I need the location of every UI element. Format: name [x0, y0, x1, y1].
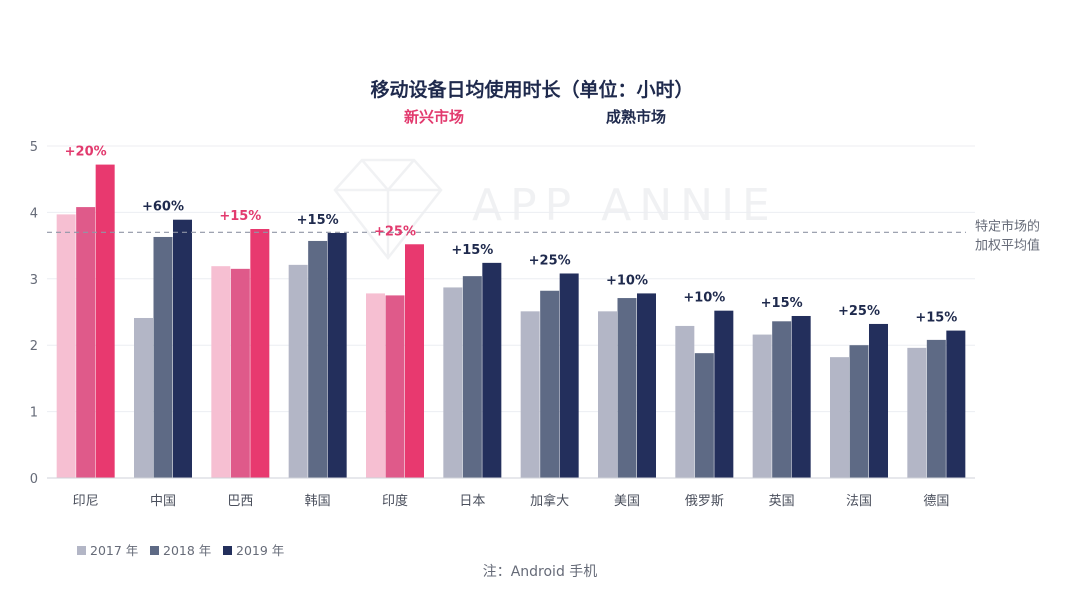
- reference-line: 特定市场的 加权平均值: [47, 218, 1040, 253]
- legend-label: 2019 年: [236, 543, 284, 558]
- bar-法国-2018年: [849, 345, 869, 478]
- bar-韩国-2017年: [288, 264, 308, 478]
- x-tick-label: 日本: [459, 494, 485, 509]
- reference-label-line-1: 特定市场的: [975, 218, 1040, 234]
- bar-法国-2019年: [869, 323, 888, 478]
- x-tick-label: 中国: [150, 494, 176, 509]
- growth-label: +25%: [529, 253, 571, 268]
- diamond-logo-icon: [333, 158, 443, 261]
- x-tick-label: 德国: [923, 494, 949, 509]
- growth-label: +15%: [915, 311, 957, 326]
- y-tick-label: 4: [30, 206, 38, 221]
- bar-美国-2018年: [617, 298, 637, 478]
- bar-中国-2017年: [134, 317, 153, 478]
- legend-label: 2018 年: [163, 543, 211, 558]
- bar-德国-2019年: [946, 330, 966, 478]
- bar-美国-2019年: [637, 293, 656, 478]
- x-tick-label: 俄罗斯: [685, 494, 724, 509]
- bar-巴西-2017年: [211, 266, 231, 478]
- x-tick-label: 英国: [769, 494, 795, 509]
- group-label-emerging: 新兴市场: [404, 108, 464, 126]
- bar-加拿大-2018年: [540, 290, 560, 478]
- legend-swatch: [77, 546, 86, 555]
- bar-巴西-2018年: [230, 268, 250, 478]
- bar-德国-2017年: [907, 347, 927, 478]
- y-tick-label: 1: [30, 406, 38, 421]
- bar-俄罗斯-2019年: [714, 310, 734, 478]
- y-tick-label: 3: [30, 273, 38, 288]
- bar-印尼-2018年: [76, 207, 96, 478]
- growth-label: +25%: [374, 224, 416, 239]
- watermark: APP ANNIE: [333, 158, 778, 261]
- x-tick-label: 印尼: [73, 494, 99, 509]
- bar-印度-2018年: [385, 295, 405, 478]
- bar-印尼-2017年: [56, 214, 76, 478]
- bar-印尼-2019年: [95, 164, 115, 479]
- bar-美国-2017年: [598, 311, 617, 478]
- growth-label: +60%: [142, 200, 184, 215]
- bar-日本-2019年: [482, 262, 502, 478]
- y-axis-ticks: 0 1 2 3 4 5: [30, 140, 38, 487]
- bar-俄罗斯-2018年: [694, 353, 714, 478]
- x-tick-label: 印度: [382, 493, 408, 509]
- bar-印度-2017年: [366, 293, 385, 478]
- bar-巴西-2019年: [250, 229, 270, 478]
- bar-加拿大-2017年: [520, 311, 540, 478]
- x-tick-label: 韩国: [305, 494, 331, 509]
- legend-swatch: [223, 546, 232, 555]
- bar-日本-2018年: [462, 276, 482, 478]
- y-tick-label: 2: [30, 339, 38, 354]
- bar-英国-2019年: [791, 315, 811, 478]
- growth-label: +15%: [297, 213, 339, 228]
- chart-note: 注：Android 手机: [483, 564, 598, 580]
- watermark-text: APP ANNIE: [472, 180, 778, 231]
- growth-label: +20%: [65, 145, 107, 160]
- legend-label: 2017 年: [90, 543, 138, 558]
- x-tick-label: 法国: [846, 494, 872, 509]
- x-tick-label: 巴西: [227, 494, 253, 509]
- growth-label: +25%: [838, 304, 880, 319]
- bar-俄罗斯-2017年: [675, 325, 695, 478]
- group-label-mature: 成熟市场: [606, 108, 666, 126]
- bar-中国-2018年: [153, 236, 173, 478]
- bar-法国-2017年: [830, 357, 849, 478]
- bar-英国-2018年: [772, 321, 792, 478]
- bar-德国-2018年: [926, 339, 946, 478]
- y-tick-label: 0: [30, 472, 38, 487]
- bars: [56, 164, 966, 479]
- bar-印度-2019年: [405, 244, 424, 478]
- growth-label: +15%: [219, 209, 261, 224]
- growth-labels: +20% +60% +15% +15% +25% +15% +25% +10% +10% +15%…: [65, 145, 958, 326]
- grid: [47, 145, 975, 413]
- y-tick-label: 5: [30, 140, 38, 155]
- legend-swatch: [150, 546, 159, 555]
- growth-label: +10%: [683, 291, 725, 306]
- bar-韩国-2018年: [308, 240, 328, 478]
- legend: 2017 年 2018 年 2019 年: [77, 543, 284, 558]
- reference-label-line-2: 加权平均值: [975, 237, 1040, 253]
- growth-label: +15%: [451, 243, 493, 258]
- bar-日本-2017年: [443, 287, 463, 478]
- growth-label: +15%: [761, 296, 803, 311]
- x-axis-labels: 印尼 中国 巴西 韩国 印度 日本 加拿大 美国 俄罗斯 英国 法国 德国: [73, 493, 950, 509]
- bar-加拿大-2019年: [559, 273, 579, 478]
- bar-英国-2017年: [752, 334, 772, 478]
- bar-韩国-2019年: [327, 232, 347, 478]
- x-tick-label: 加拿大: [530, 493, 569, 509]
- x-tick-label: 美国: [614, 494, 640, 509]
- bar-中国-2019年: [173, 219, 192, 479]
- chart-title: 移动设备日均使用时长（单位：小时）: [370, 78, 693, 101]
- growth-label: +10%: [606, 273, 648, 288]
